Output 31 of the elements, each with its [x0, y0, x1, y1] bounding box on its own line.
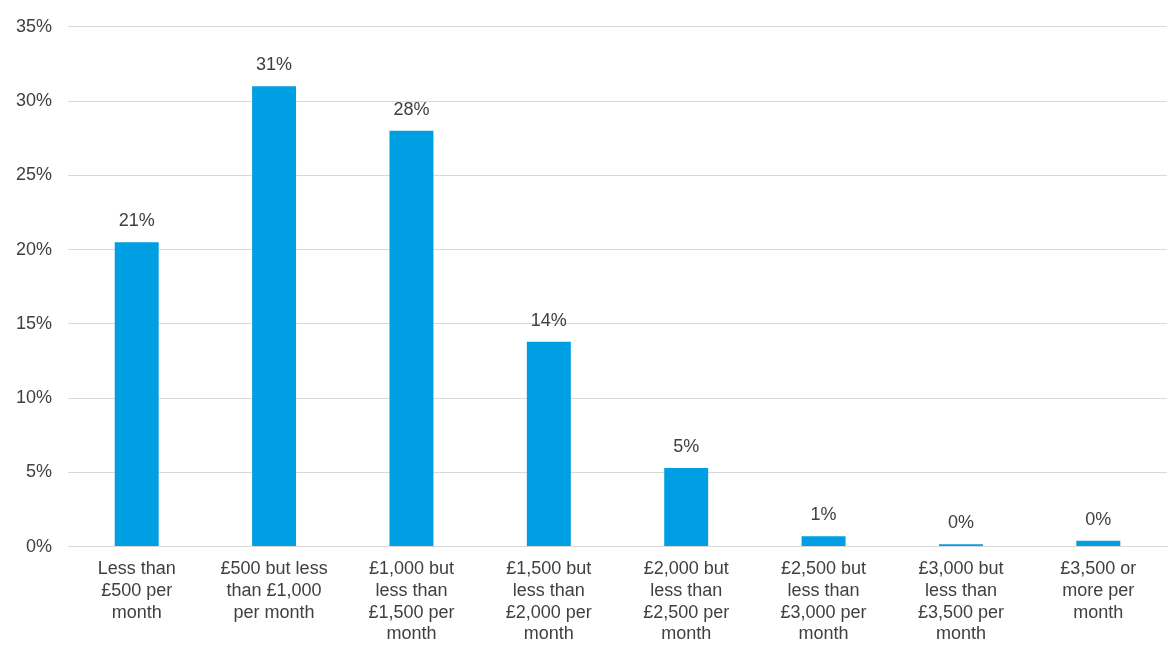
data-label: 0%: [947, 512, 974, 533]
x-tick-label: £2,000 but less than £2,500 per month: [643, 558, 730, 644]
y-tick-label: 10%: [16, 387, 53, 408]
data-label: 5%: [673, 435, 700, 456]
y-tick-label: 5%: [26, 461, 53, 482]
y-tick-label: 30%: [16, 90, 53, 111]
y-tick-label: 35%: [16, 15, 53, 36]
data-label: 31%: [256, 54, 293, 75]
x-tick-label: £2,500 but less than £3,000 per month: [780, 558, 867, 644]
bar: [389, 130, 434, 547]
bar: [664, 467, 709, 547]
y-tick-label: 0%: [26, 535, 53, 556]
y-tick-label: 15%: [16, 312, 53, 333]
bar: [1076, 540, 1121, 547]
x-tick-label: Less than £500 per month: [97, 558, 176, 622]
data-label: 28%: [393, 98, 430, 119]
x-tick-label: £500 but less than £1,000 per month: [220, 558, 328, 622]
bar: [252, 86, 297, 547]
bar: [114, 242, 159, 547]
y-tick-label: 20%: [16, 238, 53, 259]
data-label: 21%: [118, 210, 155, 231]
y-tick-label: 25%: [16, 164, 53, 185]
bar: [801, 536, 846, 547]
data-label: 0%: [1085, 508, 1112, 529]
data-label: 14%: [530, 309, 567, 330]
x-tick-label: £3,500 or more per month: [1060, 558, 1137, 622]
data-label: 1%: [810, 504, 837, 525]
x-tick-label: £1,000 but less than £1,500 per month: [368, 558, 455, 644]
x-tick-label: £3,000 but less than £3,500 per month: [917, 558, 1004, 644]
bar: [526, 341, 571, 547]
x-tick-label: £1,500 but less than £2,000 per month: [505, 558, 592, 644]
